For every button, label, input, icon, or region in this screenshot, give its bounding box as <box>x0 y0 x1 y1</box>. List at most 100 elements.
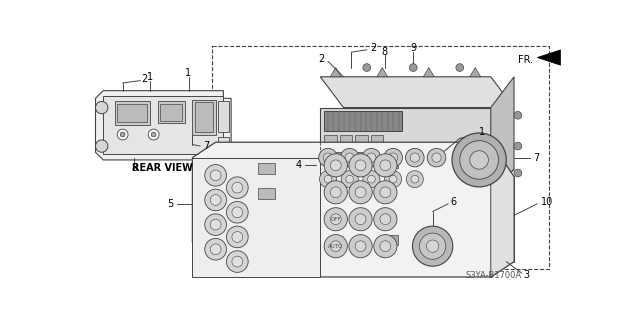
Circle shape <box>367 153 376 162</box>
Circle shape <box>514 111 522 119</box>
Circle shape <box>374 181 397 204</box>
Circle shape <box>388 153 397 162</box>
Circle shape <box>210 170 221 181</box>
Circle shape <box>205 165 227 186</box>
Circle shape <box>330 160 341 171</box>
Circle shape <box>456 64 463 71</box>
Bar <box>218 101 229 132</box>
Circle shape <box>323 153 333 162</box>
Bar <box>103 96 223 154</box>
Circle shape <box>227 226 248 248</box>
Circle shape <box>410 153 419 162</box>
Circle shape <box>470 151 488 169</box>
Bar <box>212 46 549 269</box>
Circle shape <box>349 208 372 231</box>
Circle shape <box>385 171 402 188</box>
Bar <box>355 152 372 161</box>
Circle shape <box>355 241 366 252</box>
Circle shape <box>380 241 391 252</box>
Bar <box>259 163 275 174</box>
Text: 9: 9 <box>410 42 416 53</box>
Circle shape <box>367 175 375 183</box>
Polygon shape <box>330 68 341 77</box>
Circle shape <box>389 175 397 183</box>
Text: 1: 1 <box>186 68 191 78</box>
Circle shape <box>419 233 446 259</box>
Bar <box>259 189 275 199</box>
Bar <box>218 137 229 148</box>
Circle shape <box>514 142 522 150</box>
Text: 6: 6 <box>451 197 456 207</box>
Circle shape <box>380 187 391 198</box>
Bar <box>436 152 454 162</box>
Bar <box>117 104 147 122</box>
Circle shape <box>349 235 372 258</box>
Circle shape <box>330 241 341 252</box>
Circle shape <box>384 148 403 167</box>
Circle shape <box>355 160 366 171</box>
Circle shape <box>117 129 128 140</box>
Circle shape <box>460 141 499 179</box>
Text: 10: 10 <box>541 197 554 206</box>
Text: FR.: FR. <box>518 55 533 65</box>
Bar <box>193 100 216 135</box>
Bar <box>340 135 352 143</box>
Circle shape <box>411 175 419 183</box>
Text: 1: 1 <box>479 127 485 137</box>
Bar <box>381 158 397 168</box>
Text: 1: 1 <box>147 72 153 82</box>
Circle shape <box>324 235 348 258</box>
Circle shape <box>227 251 248 272</box>
Circle shape <box>340 148 359 167</box>
Circle shape <box>341 171 358 188</box>
Circle shape <box>95 101 108 114</box>
Circle shape <box>319 171 337 188</box>
Circle shape <box>330 214 341 225</box>
Circle shape <box>227 202 248 223</box>
Circle shape <box>324 154 348 177</box>
Bar <box>160 104 182 121</box>
Text: 8: 8 <box>131 163 138 173</box>
Text: 7: 7 <box>533 152 540 163</box>
Circle shape <box>151 132 156 137</box>
Circle shape <box>319 148 337 167</box>
Circle shape <box>412 226 452 266</box>
Circle shape <box>210 195 221 205</box>
Bar <box>115 101 150 124</box>
Circle shape <box>232 256 243 267</box>
Circle shape <box>205 239 227 260</box>
Circle shape <box>374 154 397 177</box>
Bar <box>371 135 383 143</box>
Circle shape <box>346 175 353 183</box>
Circle shape <box>232 182 243 193</box>
Text: 2: 2 <box>371 43 377 53</box>
Circle shape <box>363 64 371 71</box>
Circle shape <box>148 129 159 140</box>
Circle shape <box>406 171 423 188</box>
Circle shape <box>210 244 221 255</box>
Circle shape <box>428 148 446 167</box>
Circle shape <box>363 171 380 188</box>
Text: 3: 3 <box>524 270 529 280</box>
Circle shape <box>452 133 506 187</box>
Text: 4: 4 <box>296 160 301 170</box>
Circle shape <box>349 181 372 204</box>
Circle shape <box>324 175 332 183</box>
Bar <box>355 135 367 143</box>
Circle shape <box>330 187 341 198</box>
Text: 2: 2 <box>141 74 147 84</box>
Bar <box>324 111 402 131</box>
Bar <box>328 152 345 161</box>
Circle shape <box>232 207 243 218</box>
Circle shape <box>380 160 391 171</box>
Circle shape <box>227 177 248 198</box>
Circle shape <box>380 214 391 225</box>
Circle shape <box>345 153 355 162</box>
Polygon shape <box>491 142 514 277</box>
Bar <box>381 235 397 245</box>
Circle shape <box>232 232 243 242</box>
Circle shape <box>95 140 108 152</box>
Text: REAR VIEW: REAR VIEW <box>132 163 193 173</box>
Circle shape <box>406 148 424 167</box>
Circle shape <box>514 169 522 177</box>
